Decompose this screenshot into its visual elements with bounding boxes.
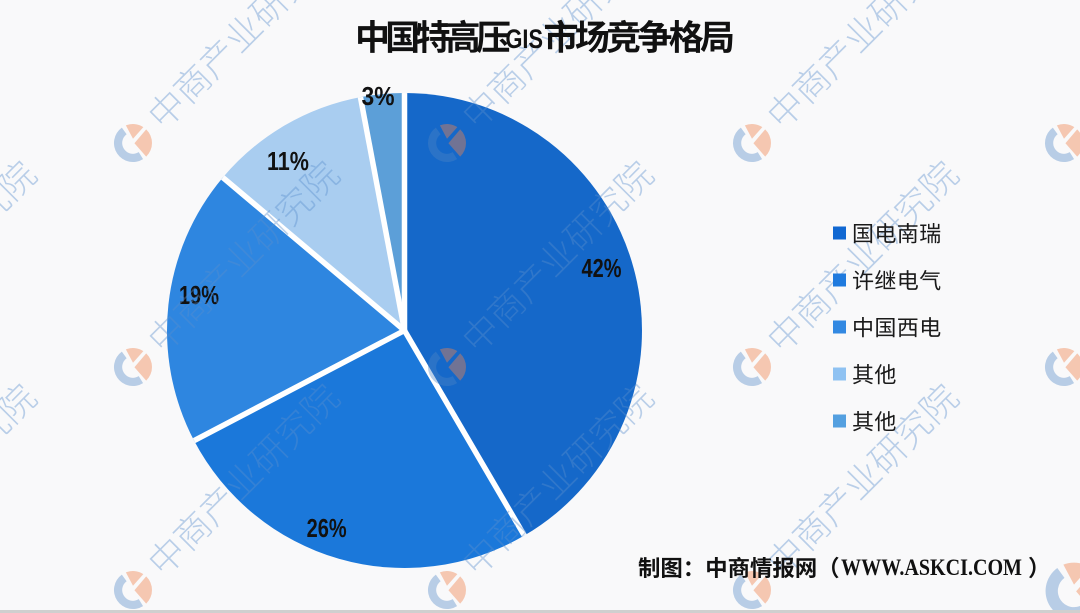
svg-text:GIS: GIS xyxy=(506,24,544,54)
svg-text:WWW.ASKCI.COM: WWW.ASKCI.COM xyxy=(841,555,1022,580)
svg-text:42%: 42% xyxy=(582,253,622,283)
svg-text:3%: 3% xyxy=(362,81,395,111)
svg-text:11%: 11% xyxy=(267,146,309,176)
svg-text:26%: 26% xyxy=(307,513,347,543)
